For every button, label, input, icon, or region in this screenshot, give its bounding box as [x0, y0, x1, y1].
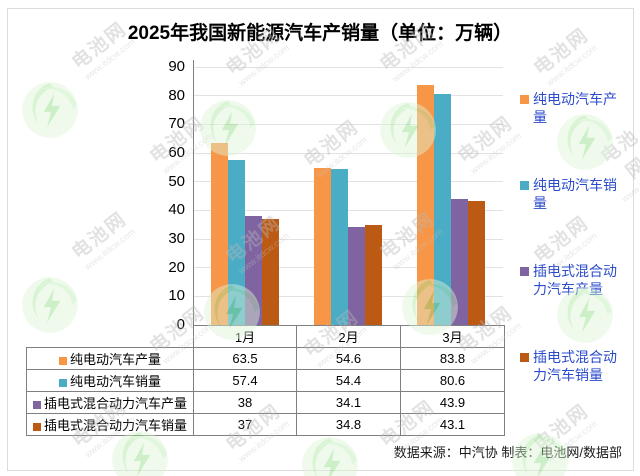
y-axis-tick-label: 40 [168, 201, 185, 219]
table-value-cell: 54.6 [296, 347, 401, 370]
y-axis-tick-label: 30 [168, 230, 185, 247]
table-row: 纯电动汽车产量 63.5 54.6 83.8 [26, 347, 505, 370]
y-axis-tick-label: 10 [168, 287, 185, 305]
table-row: 插电式混合动力汽车销量 37 34.8 43.1 [26, 413, 505, 436]
bar [261, 218, 279, 325]
y-axis-tick-label: 20 [168, 258, 185, 276]
bar [468, 201, 486, 325]
table-row-label: 插电式混合动力汽车产量 [26, 391, 194, 414]
legend-item: 插电式混合动力汽车销量 [520, 348, 625, 385]
legend-label: 插电式混合动力汽车销量 [533, 349, 617, 384]
series-swatch-icon [58, 356, 67, 365]
bar [244, 216, 262, 325]
table-value-cell: 43.1 [400, 413, 505, 436]
series-swatch-icon [32, 400, 41, 409]
legend-item: 纯电动汽车产量 [520, 90, 625, 127]
table-row: 插电式混合动力汽车产量 38 34.1 43.9 [26, 391, 505, 414]
legend-label: 插电式混合动力汽车产量 [533, 263, 617, 298]
gridline [193, 181, 503, 183]
table-value-cell: 63.5 [193, 347, 297, 370]
legend-swatch-icon [520, 181, 529, 190]
table-column-header: 1月 [193, 325, 297, 348]
table-row-label: 纯电动汽车销量 [26, 369, 194, 392]
legend-label: 纯电动汽车产量 [533, 91, 617, 126]
bar [314, 168, 331, 325]
gridline [193, 209, 503, 211]
series-swatch-icon [32, 422, 41, 431]
gridline [193, 152, 503, 154]
y-axis-line [193, 60, 194, 325]
table-row-label: 纯电动汽车产量 [26, 347, 194, 370]
y-axis-tick-label: 80 [168, 86, 185, 104]
table-value-cell: 43.9 [400, 391, 505, 414]
y-axis-tick-label: 0 [176, 316, 185, 333]
table-value-cell: 57.4 [193, 369, 297, 392]
bar [227, 160, 245, 325]
gridline [193, 123, 503, 125]
table-value-cell: 37 [193, 413, 297, 436]
bar [365, 225, 382, 325]
table-column-header: 2月 [296, 325, 401, 348]
y-axis-tick-label: 60 [168, 144, 185, 161]
data-table: 1月 2月 3月 纯电动汽车产量 63.5 54.6 83.8 纯电动汽车销量 57.4 54.4… [26, 325, 505, 436]
gridline [193, 66, 503, 68]
table-column-header: 3月 [400, 325, 505, 348]
table-value-cell: 38 [193, 391, 297, 414]
bar [348, 227, 365, 325]
legend-swatch-icon [520, 267, 529, 276]
bar [417, 84, 435, 325]
table-value-cell: 83.8 [400, 347, 505, 370]
legend-item: 纯电动汽车销量 [520, 176, 625, 213]
bar [331, 169, 348, 325]
table-row: 纯电动汽车销量 57.4 54.4 80.6 [26, 369, 505, 392]
legend-swatch-icon [520, 353, 529, 362]
source-credit: 数据来源：中汽协 制表：电池网/数据部 [393, 445, 622, 460]
table-row-label: 插电式混合动力汽车销量 [26, 413, 194, 436]
bar [210, 142, 228, 325]
table-value-cell: 34.1 [296, 391, 401, 414]
y-axis-tick-label: 70 [168, 115, 185, 133]
y-axis-tick-label: 90 [168, 58, 185, 75]
legend-label: 纯电动汽车销量 [533, 177, 617, 212]
gridline [193, 95, 503, 97]
table-value-cell: 34.8 [296, 413, 401, 436]
legend-item: 插电式混合动力汽车产量 [520, 262, 625, 299]
table-corner-cell [27, 326, 194, 348]
bar [451, 199, 469, 325]
table-value-cell: 54.4 [296, 369, 401, 392]
legend: 纯电动汽车产量 纯电动汽车销量 插电式混合动力汽车产量 插电式混合动力汽车销量 [520, 55, 638, 415]
bar [434, 93, 452, 325]
series-swatch-icon [58, 378, 67, 387]
table-value-cell: 80.6 [400, 369, 505, 392]
y-axis-tick-label: 50 [168, 172, 185, 190]
chart-title: 2025年我国新能源汽车产销量（单位：万辆） [127, 23, 513, 44]
panel-border [7, 8, 634, 471]
legend-swatch-icon [520, 95, 529, 104]
